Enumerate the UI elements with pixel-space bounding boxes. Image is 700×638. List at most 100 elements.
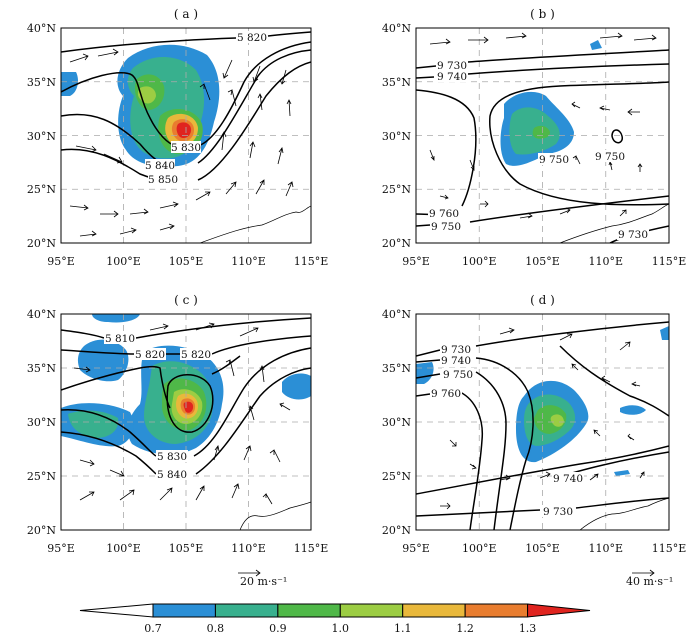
contour-label: 9 760 bbox=[431, 388, 461, 400]
panel-b-contour-labels: 9 730 9 740 9 750 9 750 9 760 9 750 9 73… bbox=[428, 59, 649, 241]
x-tick-label: 95°E bbox=[402, 255, 430, 268]
panel-b-title: ( b ) bbox=[530, 7, 555, 21]
y-tick-label: 30°N bbox=[27, 130, 56, 143]
panel-c-shading bbox=[61, 314, 311, 455]
contour-label: 9 740 bbox=[437, 71, 467, 83]
panel-c-x-ticks: 95°E 100°E 105°E 110°E 115°E bbox=[47, 542, 328, 555]
contour-9750-outer bbox=[489, 81, 669, 206]
colorbar-tick-label: 1.2 bbox=[456, 622, 474, 635]
y-tick-label: 40°N bbox=[27, 308, 56, 321]
contour-5810 bbox=[61, 317, 311, 339]
panel-d-contours bbox=[416, 321, 669, 530]
contour-label: 9 750 bbox=[431, 221, 461, 233]
contour-label: 9 730 bbox=[437, 60, 467, 72]
contour-label: 9 730 bbox=[618, 229, 648, 241]
reference-vector-label: 40 m·s⁻¹ bbox=[626, 575, 673, 588]
contour-label: 5 820 bbox=[181, 349, 211, 361]
contour-label: 9 750 bbox=[443, 369, 473, 381]
colorbar-segment bbox=[527, 603, 591, 618]
contour-label: 5 840 bbox=[157, 469, 187, 481]
shade-0.7-e1 bbox=[620, 405, 646, 415]
colorbar-segment bbox=[152, 603, 216, 618]
reference-arrow bbox=[238, 569, 261, 577]
coastline-c bbox=[239, 501, 311, 530]
reference-arrow bbox=[632, 569, 655, 577]
contour-9760 bbox=[416, 391, 484, 530]
contour-label: 5 830 bbox=[157, 451, 187, 463]
y-tick-label: 25°N bbox=[382, 470, 411, 483]
panel-a: ( a ) 5 820 5 830 5 840 5 850 95°E 100°E… bbox=[27, 7, 328, 268]
panel-b-frame bbox=[415, 27, 670, 244]
contour-9730-north bbox=[416, 49, 669, 69]
contour-9730-south bbox=[416, 497, 669, 517]
y-tick-label: 40°N bbox=[382, 308, 411, 321]
panel-a-x-ticks: 95°E 100°E 105°E 110°E 115°E bbox=[47, 255, 328, 268]
y-tick-label: 35°N bbox=[27, 76, 56, 89]
coastline-b bbox=[559, 203, 669, 243]
shade-0.7-e2 bbox=[614, 470, 630, 476]
x-tick-label: 110°E bbox=[231, 542, 266, 555]
shade-0.7-e3 bbox=[660, 326, 669, 340]
reference-vector-label: 20 m·s⁻¹ bbox=[240, 575, 287, 588]
panel-b: ( b ) 9 730 9 740 9 750 9 750 9 760 9 75… bbox=[382, 7, 686, 268]
contour-9750-east bbox=[559, 345, 669, 417]
panel-a-y-ticks: 40°N 35°N 30°N 25°N 20°N bbox=[27, 22, 56, 250]
y-tick-label: 30°N bbox=[382, 416, 411, 429]
contour-9740 bbox=[416, 63, 669, 79]
x-tick-label: 110°E bbox=[588, 255, 623, 268]
panel-c-wind bbox=[73, 322, 291, 505]
colorbar-under-triangle bbox=[79, 603, 154, 618]
shade-0.7-nw bbox=[77, 339, 129, 382]
colorbar-tick-label: 0.8 bbox=[207, 622, 225, 635]
y-tick-label: 25°N bbox=[382, 183, 411, 196]
x-tick-label: 95°E bbox=[402, 542, 430, 555]
y-tick-label: 25°N bbox=[27, 183, 56, 196]
panel-a-frame bbox=[60, 27, 312, 244]
shade-0.7-e bbox=[282, 373, 311, 400]
panel-a-grid bbox=[61, 28, 311, 243]
colorbar-tick-label: 1.3 bbox=[519, 622, 537, 635]
y-tick-label: 25°N bbox=[27, 470, 56, 483]
colorbar-segment bbox=[464, 603, 529, 618]
x-tick-label: 95°E bbox=[47, 255, 75, 268]
contour-label: 9 730 bbox=[543, 506, 573, 518]
panel-d-wind bbox=[440, 327, 645, 510]
panel-d-y-ticks: 40°N 35°N 30°N 25°N 20°N bbox=[382, 308, 411, 537]
contour-9750-closed bbox=[611, 129, 623, 144]
panel-a-plot-area bbox=[61, 28, 311, 243]
colorbar-segment bbox=[339, 603, 404, 618]
panel-d-contour-labels: 9 730 9 740 9 750 9 760 9 740 9 730 bbox=[430, 343, 584, 518]
x-tick-label: 105°E bbox=[525, 255, 560, 268]
y-tick-label: 20°N bbox=[382, 524, 411, 537]
panel-c-frame bbox=[60, 313, 312, 531]
shade-1.0 bbox=[550, 414, 564, 427]
panel-c-contour-labels: 5 810 5 820 5 820 5 830 5 840 bbox=[104, 332, 212, 481]
contour-5830 bbox=[61, 41, 311, 147]
colorbar-segment bbox=[214, 603, 279, 618]
contour-label: 5 850 bbox=[148, 174, 178, 186]
panel-b-shading bbox=[500, 40, 602, 166]
panel-d-x-ticks: 95°E 100°E 105°E 110°E 115°E bbox=[402, 542, 686, 555]
x-tick-label: 115°E bbox=[652, 542, 687, 555]
x-tick-label: 100°E bbox=[106, 542, 141, 555]
contour-label: 5 830 bbox=[171, 142, 201, 154]
x-tick-label: 115°E bbox=[652, 255, 687, 268]
contour-5830 bbox=[61, 347, 311, 457]
x-tick-label: 100°E bbox=[462, 542, 497, 555]
panel-a-title: ( a ) bbox=[174, 7, 198, 21]
x-tick-label: 105°E bbox=[525, 542, 560, 555]
x-tick-label: 110°E bbox=[588, 542, 623, 555]
contour-label: 9 740 bbox=[441, 355, 471, 367]
coastline-d bbox=[579, 497, 669, 530]
y-tick-label: 30°N bbox=[27, 416, 56, 429]
contour-label: 5 840 bbox=[145, 160, 175, 172]
reference-vector-20: 20 m·s⁻¹ bbox=[238, 569, 287, 588]
y-tick-label: 20°N bbox=[382, 237, 411, 250]
y-tick-label: 35°N bbox=[382, 76, 411, 89]
colorbar-tick-label: 1.1 bbox=[394, 622, 412, 635]
panel-d-shading bbox=[416, 326, 669, 476]
contour-5820-closed bbox=[166, 374, 214, 433]
colorbar-segment bbox=[277, 603, 341, 618]
panel-c-y-ticks: 40°N 35°N 30°N 25°N 20°N bbox=[27, 308, 56, 537]
contour-label: 5 810 bbox=[105, 333, 135, 345]
